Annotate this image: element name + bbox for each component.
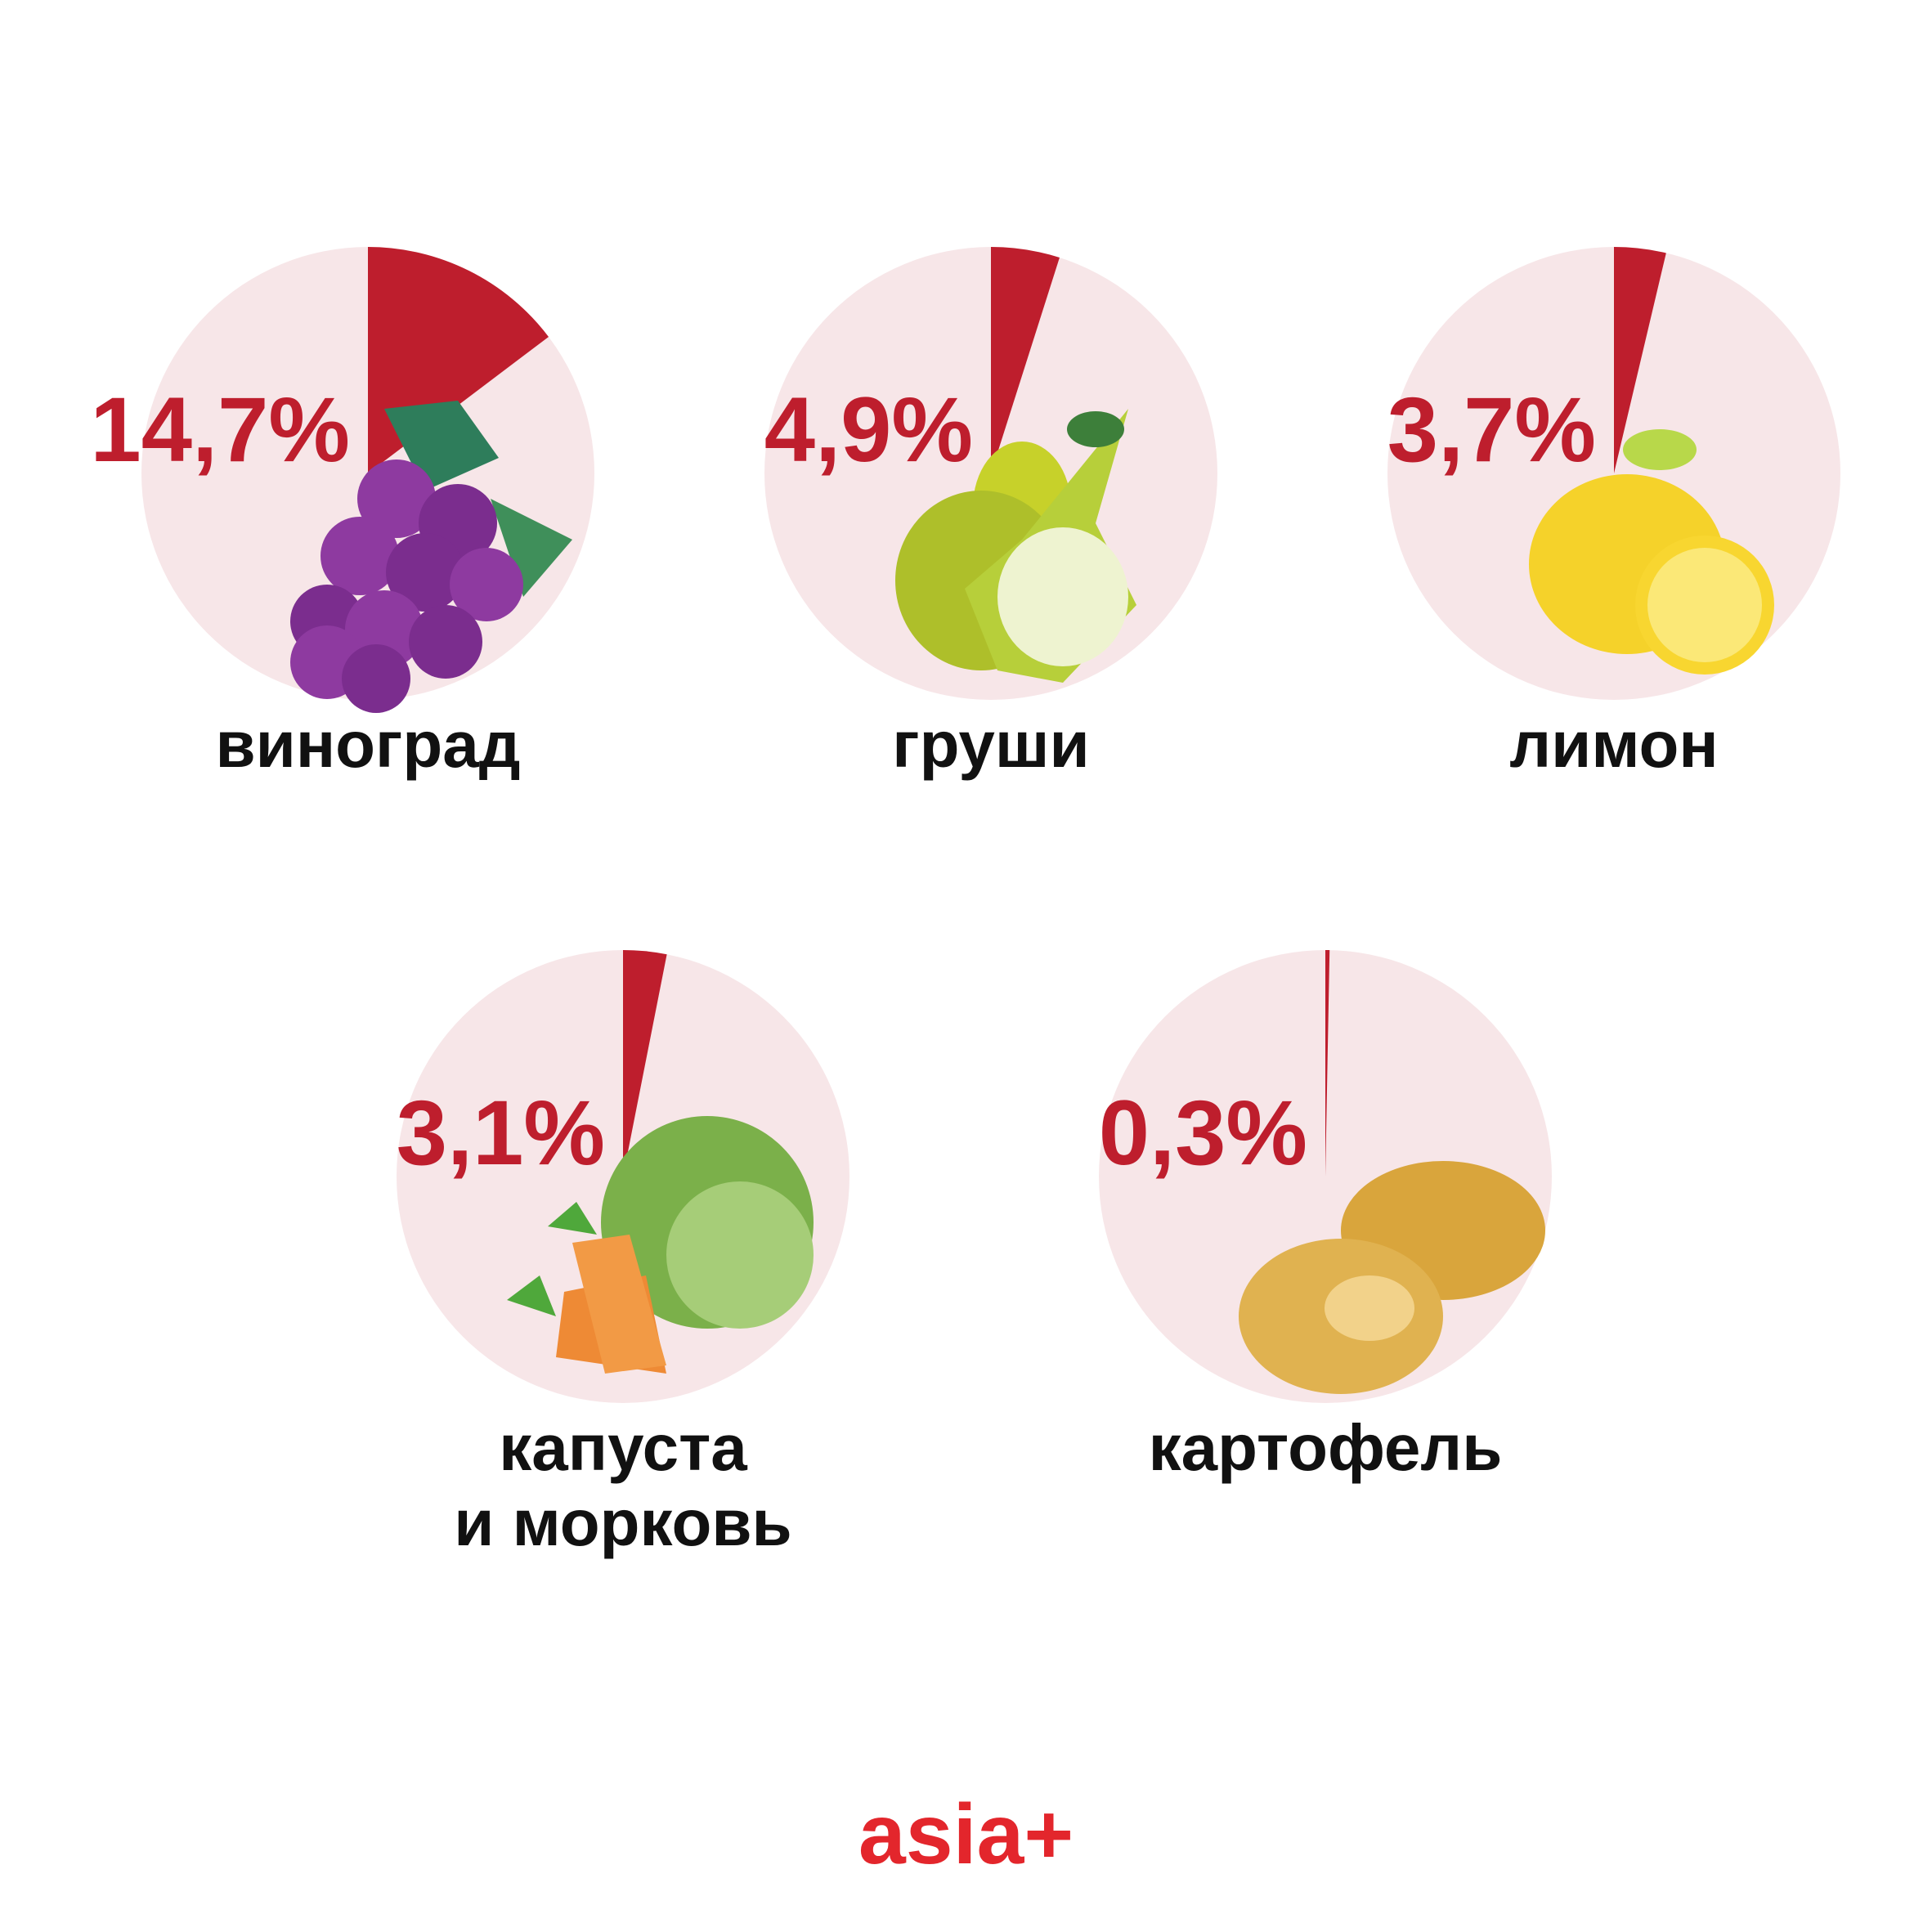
logo: asia+	[858, 1787, 1074, 1882]
value-label: 0,3%	[1099, 1082, 1307, 1184]
pie-slice	[1614, 247, 1666, 473]
value-label: 4,9%	[764, 379, 973, 481]
value-label: 14,7%	[90, 379, 350, 481]
category-label: груши	[892, 708, 1090, 781]
category-label: картофель	[1148, 1411, 1503, 1484]
category-label: лимон	[1509, 708, 1719, 781]
lemon	[1529, 429, 1774, 675]
potatoes	[1239, 1161, 1545, 1394]
value-label: 3,1%	[397, 1082, 605, 1184]
pie-slice	[1325, 950, 1330, 1177]
pie-slice	[623, 950, 667, 1177]
cabbage-carrot	[507, 1116, 814, 1374]
value-label: 3,7%	[1387, 379, 1596, 481]
grapes	[290, 401, 572, 713]
pear	[895, 409, 1136, 683]
illustrations	[290, 401, 1774, 1394]
category-label: виноград	[215, 708, 521, 781]
pie-slice	[991, 247, 1060, 473]
category-label: капуста и морковь	[454, 1411, 792, 1559]
